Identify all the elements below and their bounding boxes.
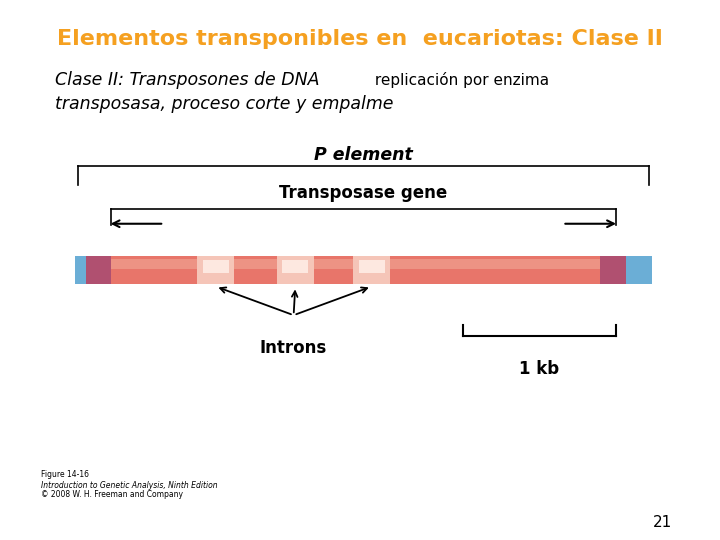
Bar	[277, 256, 313, 284]
Text: Introns: Introns	[260, 339, 328, 357]
Bar	[111, 256, 616, 284]
Bar	[282, 260, 308, 273]
Bar	[354, 256, 390, 284]
Bar	[600, 256, 626, 284]
Text: Introduction to Genetic Analysis, Ninth Edition: Introduction to Genetic Analysis, Ninth …	[41, 481, 218, 490]
Bar	[203, 260, 228, 273]
Text: 1 kb: 1 kb	[519, 360, 559, 379]
Bar	[75, 256, 652, 284]
Bar	[359, 260, 384, 273]
Text: replicación por enzima: replicación por enzima	[370, 72, 549, 87]
Text: Transposase gene: Transposase gene	[279, 184, 447, 202]
Bar	[86, 256, 111, 284]
Text: © 2008 W. H. Freeman and Company: © 2008 W. H. Freeman and Company	[41, 490, 184, 500]
Text: P element: P element	[314, 146, 413, 164]
Text: Figure 14-16: Figure 14-16	[41, 470, 89, 479]
Bar	[197, 256, 234, 284]
Text: Elementos transponibles en  eucariotas: Clase II: Elementos transponibles en eucariotas: C…	[57, 29, 663, 49]
Text: transposasa, proceso corte y empalme: transposasa, proceso corte y empalme	[55, 94, 393, 112]
Text: Clase II: Transposones de DNA: Clase II: Transposones de DNA	[55, 71, 319, 89]
Text: 21: 21	[653, 515, 672, 530]
Bar	[111, 259, 616, 268]
